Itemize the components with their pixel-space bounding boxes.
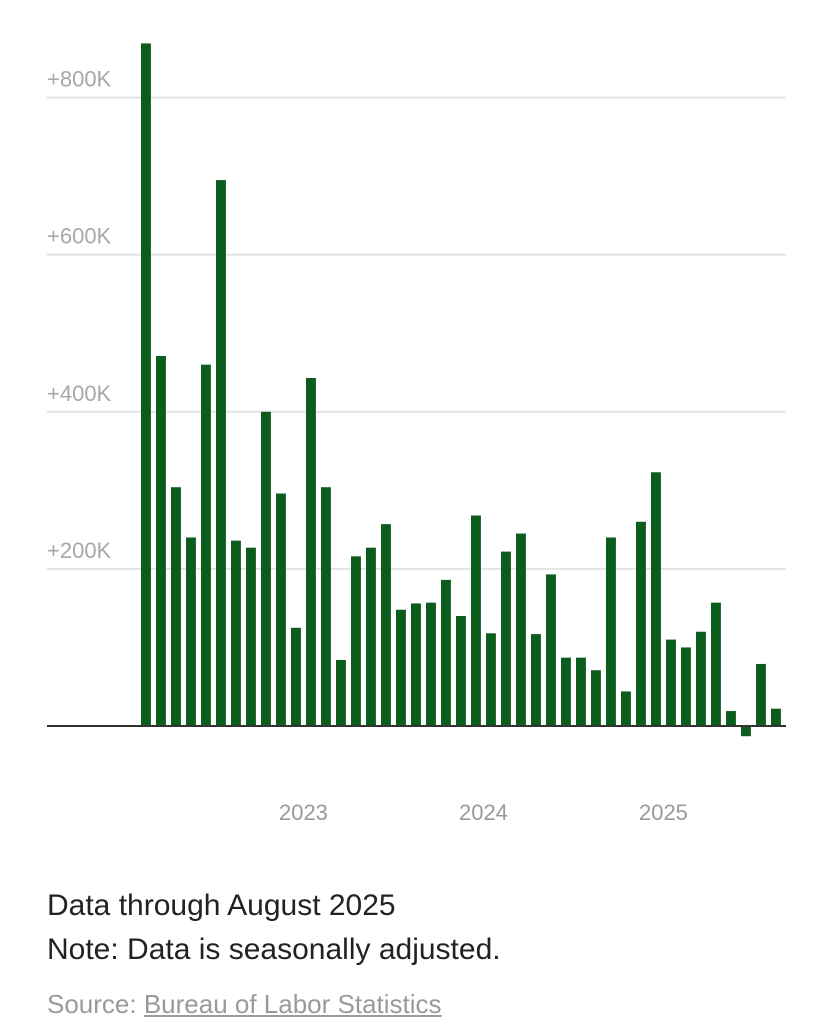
y-tick-label: +800K bbox=[47, 67, 112, 92]
bar bbox=[516, 533, 526, 726]
bar bbox=[501, 551, 511, 726]
bar bbox=[756, 663, 766, 726]
x-tick-label: 2024 bbox=[459, 800, 508, 825]
bar bbox=[396, 609, 406, 726]
y-tick-label: +600K bbox=[47, 224, 112, 249]
bar bbox=[621, 691, 631, 726]
bar-chart: +800K +600K +400K +200K 2023 2024 2025 bbox=[47, 43, 786, 825]
bar bbox=[171, 487, 181, 726]
bar bbox=[606, 537, 616, 726]
bar bbox=[741, 726, 751, 737]
bar bbox=[486, 633, 496, 726]
bar bbox=[456, 616, 466, 726]
bar bbox=[186, 537, 196, 726]
bar bbox=[771, 708, 781, 726]
bar bbox=[276, 493, 286, 726]
source-label: Source: bbox=[47, 989, 144, 1019]
source-link[interactable]: Bureau of Labor Statistics bbox=[143, 989, 442, 1019]
bar bbox=[201, 364, 211, 726]
bar bbox=[246, 547, 256, 726]
x-tick-label: 2025 bbox=[639, 800, 688, 825]
bar bbox=[231, 540, 241, 726]
bar bbox=[696, 631, 706, 726]
bar bbox=[471, 515, 481, 726]
bar bbox=[651, 472, 661, 726]
data-through-note: Data through August 2025 bbox=[47, 889, 396, 922]
bar bbox=[381, 524, 391, 726]
bar bbox=[726, 711, 736, 726]
bar bbox=[576, 657, 586, 726]
bar bbox=[336, 660, 346, 726]
bar bbox=[156, 356, 166, 726]
bar bbox=[531, 634, 541, 726]
bar bbox=[636, 521, 646, 726]
bar bbox=[561, 657, 571, 726]
bar bbox=[591, 670, 601, 726]
bar bbox=[306, 378, 316, 726]
bar bbox=[141, 43, 151, 726]
seasonal-adjustment-note: Note: Data is seasonally adjusted. bbox=[47, 933, 501, 966]
bar bbox=[426, 602, 436, 726]
bar bbox=[681, 647, 691, 726]
y-tick-label: +400K bbox=[47, 381, 112, 406]
source-line: Source: Bureau of Labor Statistics bbox=[47, 989, 442, 1020]
bar bbox=[291, 627, 301, 726]
x-tick-label: 2023 bbox=[279, 800, 328, 825]
bar bbox=[366, 547, 376, 726]
bar bbox=[321, 487, 331, 726]
bar bbox=[411, 603, 421, 726]
bar bbox=[261, 411, 271, 726]
bar bbox=[546, 574, 556, 726]
y-tick-label: +200K bbox=[47, 538, 112, 563]
bar bbox=[666, 639, 676, 726]
bar bbox=[711, 602, 721, 726]
bar bbox=[351, 556, 361, 726]
bar bbox=[216, 180, 226, 726]
bar bbox=[441, 579, 451, 726]
